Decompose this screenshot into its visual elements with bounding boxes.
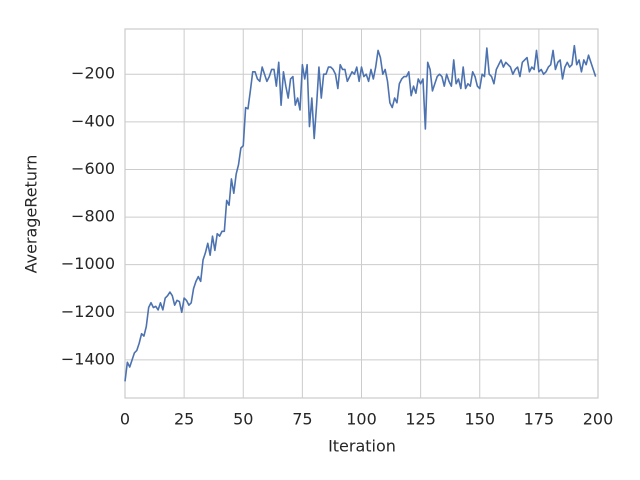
data-line	[124, 44, 597, 382]
x-tick-label: 125	[405, 410, 436, 429]
y-tick-label: −600	[71, 159, 115, 178]
y-tick-label: −1400	[61, 349, 115, 368]
x-axis-label: Iteration	[328, 437, 396, 456]
y-tick-label: −400	[71, 111, 115, 130]
y-tick-label: −800	[71, 207, 115, 226]
x-tick-label: 25	[174, 410, 194, 429]
y-tick-label: −1200	[61, 302, 115, 321]
x-tick-label: 100	[346, 410, 377, 429]
plot-frame	[124, 28, 599, 399]
x-tick-label: 50	[233, 410, 253, 429]
y-axis-label: AverageReturn	[22, 155, 41, 274]
x-tick-label: 200	[583, 410, 614, 429]
x-tick-label: 75	[292, 410, 312, 429]
y-tick-label: −1000	[61, 254, 115, 273]
x-tick-label: 0	[120, 410, 130, 429]
x-tick-label: 175	[524, 410, 555, 429]
x-tick-label: 150	[464, 410, 495, 429]
y-tick-label: −200	[71, 64, 115, 83]
